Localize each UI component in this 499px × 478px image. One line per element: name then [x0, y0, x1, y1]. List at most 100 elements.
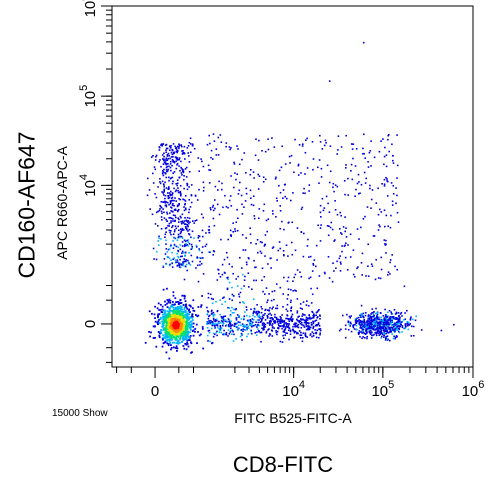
- event-dot: [148, 310, 151, 313]
- event-dot: [168, 322, 171, 325]
- event-dot: [264, 234, 267, 236]
- event-dot: [262, 181, 265, 183]
- event-dot: [185, 343, 188, 346]
- event-dot: [176, 338, 178, 341]
- event-dot: [298, 144, 301, 146]
- event-dot: [289, 330, 292, 333]
- event-dot: [305, 323, 307, 326]
- event-dot: [168, 196, 171, 199]
- event-dot: [235, 319, 238, 321]
- event-dot: [292, 192, 294, 194]
- event-dot: [374, 323, 377, 326]
- event-dot: [311, 331, 314, 333]
- event-dot: [185, 316, 188, 319]
- event-dot: [187, 225, 189, 227]
- event-dot: [370, 337, 373, 339]
- event-dot: [386, 338, 388, 340]
- event-dot: [161, 323, 164, 325]
- event-dot: [289, 318, 292, 321]
- event-dot: [358, 321, 360, 324]
- event-dot: [168, 323, 170, 326]
- event-dot: [171, 324, 174, 327]
- event-dot: [163, 189, 165, 192]
- event-dot: [216, 334, 218, 337]
- event-dot: [301, 323, 303, 326]
- event-dot: [173, 209, 176, 211]
- event-dot: [339, 261, 342, 263]
- event-dot: [398, 322, 401, 324]
- event-dot: [179, 232, 182, 235]
- event-dot: [238, 293, 240, 296]
- event-dot: [180, 222, 183, 225]
- event-dot: [369, 333, 372, 335]
- event-dot: [179, 333, 182, 335]
- event-dot: [197, 331, 199, 333]
- event-dot: [246, 323, 248, 326]
- event-dot: [385, 335, 387, 338]
- event-dot: [171, 192, 174, 194]
- event-dot: [363, 320, 366, 323]
- event-dot: [177, 307, 180, 310]
- event-dot: [216, 330, 218, 333]
- event-dot: [359, 327, 362, 329]
- event-dot: [171, 210, 174, 213]
- event-dot: [166, 159, 168, 162]
- event-dot: [403, 285, 406, 288]
- event-dot: [306, 167, 309, 169]
- event-dot: [319, 227, 322, 229]
- event-dot: [231, 286, 233, 289]
- event-dot: [170, 244, 172, 246]
- event-dot: [364, 333, 367, 335]
- event-dot: [185, 348, 188, 351]
- event-dot: [169, 231, 171, 234]
- event-dot: [169, 263, 171, 266]
- event-dot: [182, 152, 185, 154]
- event-dot: [241, 267, 243, 269]
- event-dot: [222, 324, 224, 327]
- event-dot: [177, 324, 180, 327]
- event-dot: [168, 264, 171, 267]
- event-dot: [221, 273, 224, 276]
- event-dot: [252, 204, 255, 207]
- event-dot: [171, 305, 173, 308]
- event-dot: [165, 169, 168, 171]
- event-dot: [172, 333, 175, 336]
- event-dot: [167, 188, 169, 190]
- event-dot: [361, 252, 364, 255]
- event-dot: [181, 334, 184, 336]
- event-dot: [168, 154, 171, 157]
- event-dot: [271, 210, 274, 212]
- event-dot: [307, 328, 309, 331]
- event-dot: [268, 293, 270, 295]
- event-dot: [186, 228, 188, 231]
- event-dot: [284, 327, 287, 330]
- event-dot: [406, 322, 409, 325]
- event-dot: [371, 189, 374, 191]
- event-dot: [221, 317, 223, 319]
- event-dot: [184, 202, 186, 205]
- event-dot: [398, 331, 401, 334]
- event-dot: [207, 296, 210, 299]
- event-dot: [339, 255, 341, 257]
- event-dot: [172, 301, 174, 303]
- event-dot: [251, 288, 253, 290]
- event-dot: [279, 247, 282, 250]
- event-dot: [310, 324, 313, 326]
- event-dot: [396, 325, 398, 328]
- event-dot: [150, 331, 152, 334]
- event-dot: [169, 216, 171, 219]
- event-dot: [190, 184, 193, 186]
- event-dot: [170, 348, 172, 351]
- event-dot: [316, 287, 319, 290]
- event-dot: [257, 173, 259, 176]
- event-dot: [174, 259, 177, 261]
- event-dot: [188, 222, 190, 225]
- event-dot: [220, 322, 222, 324]
- event-dot: [237, 217, 239, 220]
- event-dot: [381, 183, 383, 185]
- event-dot: [283, 331, 286, 333]
- event-dot: [166, 170, 168, 173]
- event-dot: [310, 322, 313, 324]
- event-dot: [199, 260, 201, 263]
- event-dot: [299, 334, 301, 336]
